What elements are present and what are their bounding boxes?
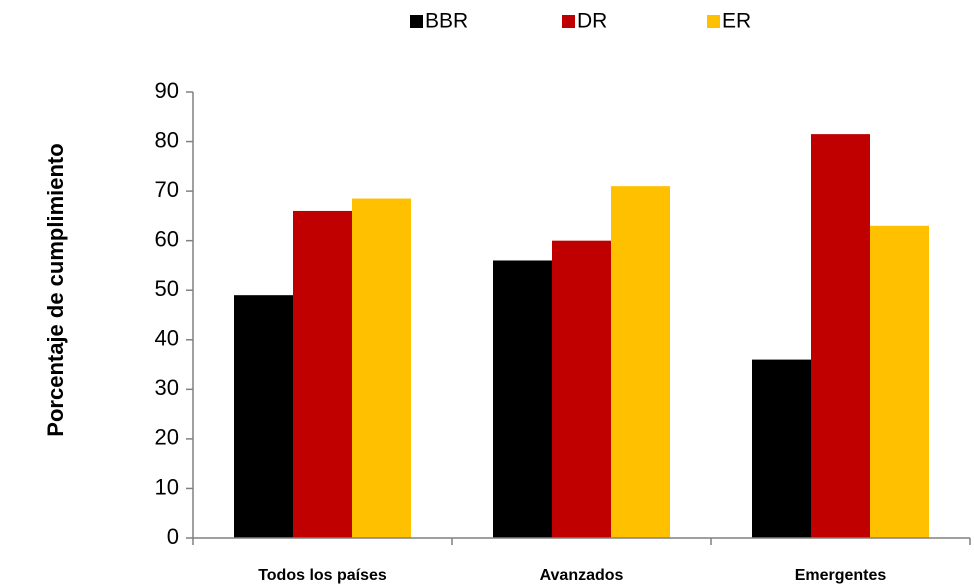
legend-label: DR xyxy=(577,10,607,33)
y-tick-label: 0 xyxy=(167,524,179,549)
bar xyxy=(293,210,352,538)
bar xyxy=(870,225,929,539)
y-tick-label: 20 xyxy=(155,425,179,450)
bar xyxy=(352,198,411,539)
x-tick-label: Todos los países xyxy=(258,567,387,584)
y-tick-label: 30 xyxy=(155,375,179,400)
legend-swatch xyxy=(410,15,423,28)
legend-swatch xyxy=(562,15,575,28)
x-tick-label: Avanzados xyxy=(540,567,624,584)
x-tick-label: Emergentes xyxy=(795,567,887,584)
legend-swatch xyxy=(707,15,720,28)
legend-label: ER xyxy=(722,10,751,33)
y-tick-label: 80 xyxy=(155,127,179,152)
y-tick-label: 10 xyxy=(155,474,179,499)
bar xyxy=(752,359,811,538)
legend-label: BBR xyxy=(425,10,468,33)
y-tick-label: 40 xyxy=(155,326,179,351)
y-tick-label: 50 xyxy=(155,276,179,301)
y-tick-label: 90 xyxy=(155,78,179,103)
y-tick-label: 70 xyxy=(155,177,179,202)
y-axis-label: Porcentaje de cumplimiento xyxy=(43,143,68,436)
bar xyxy=(611,186,670,538)
bar xyxy=(811,134,870,538)
bar xyxy=(493,260,552,538)
y-tick-label: 60 xyxy=(155,226,179,251)
bar xyxy=(234,295,293,538)
bar xyxy=(552,240,611,538)
